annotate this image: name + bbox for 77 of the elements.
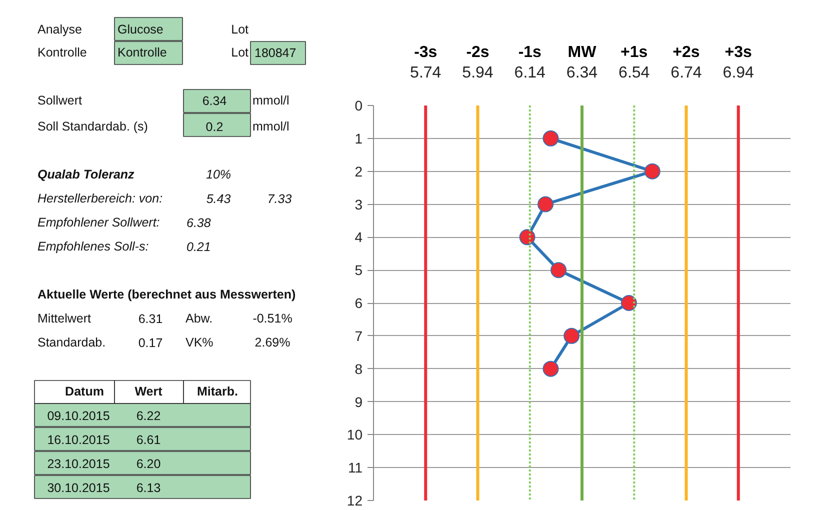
text: 0.21 <box>186 240 211 254</box>
text: 6.38 <box>186 216 211 230</box>
text: 6.61 <box>136 433 161 447</box>
y-tick-label: 1 <box>354 130 363 146</box>
text: Sollwert <box>38 94 82 108</box>
text: 6.22 <box>136 409 161 423</box>
x-tick-label: 6.94 <box>722 64 754 82</box>
y-tick-label: 12 <box>346 492 363 508</box>
point <box>538 196 554 212</box>
text: 180847 <box>254 46 296 60</box>
text: 6.31 <box>138 312 163 326</box>
text: mmol/l <box>252 120 290 134</box>
y-tick-label: 11 <box>348 460 363 476</box>
text: Soll Standardab. (s) <box>38 120 148 134</box>
y-tick-label: 2 <box>354 163 363 180</box>
text: Datum <box>65 384 104 398</box>
x-tick-label: 5.94 <box>462 64 494 82</box>
x-tick-label: 5.74 <box>410 64 442 82</box>
y-tick-label: 3 <box>354 196 363 212</box>
text: Lot <box>231 22 250 36</box>
text: VK% <box>186 336 214 350</box>
text: Glucose <box>118 22 164 36</box>
point <box>564 328 580 344</box>
x-tick-label: 6.14 <box>514 64 546 82</box>
point <box>644 163 660 180</box>
text: Wert <box>134 384 164 398</box>
ref-line-label: MW <box>568 44 598 61</box>
text: Kontrolle <box>38 46 87 60</box>
point <box>550 262 567 278</box>
y-tick-label: 0 <box>354 98 363 114</box>
text: Standardab. <box>38 336 106 350</box>
ref-line-label: -2s <box>466 44 490 61</box>
text: 6.20 <box>136 457 161 471</box>
text: 6.13 <box>136 481 161 495</box>
y-tick-label: 10 <box>346 426 363 443</box>
text: Qualab Toleranz <box>38 168 136 182</box>
y-tick-label: 6 <box>354 295 363 311</box>
y-tick-label: 7 <box>354 328 363 344</box>
point <box>519 229 536 246</box>
text: Empfohlenes Soll-s: <box>38 240 149 254</box>
text: Herstellerbereich: von: <box>38 192 163 206</box>
y-tick-label: 9 <box>354 394 363 410</box>
x-tick-label: 6.54 <box>618 64 650 82</box>
ref-line-label: -1s <box>518 44 542 61</box>
text: Abw. <box>186 312 213 326</box>
text: Aktuelle Werte (berechnet aus Messwerten) <box>38 288 296 302</box>
text: Mitarb. <box>197 384 238 398</box>
text: Kontrolle <box>118 46 167 60</box>
text: Lot <box>231 46 250 60</box>
point <box>620 295 637 311</box>
text: Analyse <box>38 22 82 36</box>
text: 2.69% <box>254 336 290 350</box>
text: 6.34 <box>202 94 227 108</box>
ref-line-label: +2s <box>672 44 700 61</box>
text: Empfohlener Sollwert: <box>38 216 160 230</box>
ref-line-label: -3s <box>414 44 438 61</box>
y-tick-label: 5 <box>354 262 363 278</box>
text: 5.43 <box>206 192 231 206</box>
x-tick-label: 6.74 <box>670 64 702 82</box>
y-tick-label: 8 <box>354 360 363 377</box>
point <box>542 130 559 146</box>
text: 09.10.2015 <box>47 409 110 423</box>
x-tick-label: 6.34 <box>566 64 598 82</box>
text: -0.51% <box>252 312 292 326</box>
text: 23.10.2015 <box>47 457 110 471</box>
text: 0.2 <box>206 120 224 134</box>
point <box>542 360 559 377</box>
ref-line-label: +3s <box>724 44 752 61</box>
text: 0.17 <box>138 336 163 350</box>
ref-line-label: +1s <box>620 44 648 61</box>
text: mmol/l <box>252 94 290 108</box>
text: 16.10.2015 <box>47 433 110 447</box>
text: Mittelwert <box>38 312 92 326</box>
text: 30.10.2015 <box>47 481 110 495</box>
text: 7.33 <box>267 192 292 206</box>
text: 10% <box>206 168 232 182</box>
y-tick-label: 4 <box>354 229 363 246</box>
